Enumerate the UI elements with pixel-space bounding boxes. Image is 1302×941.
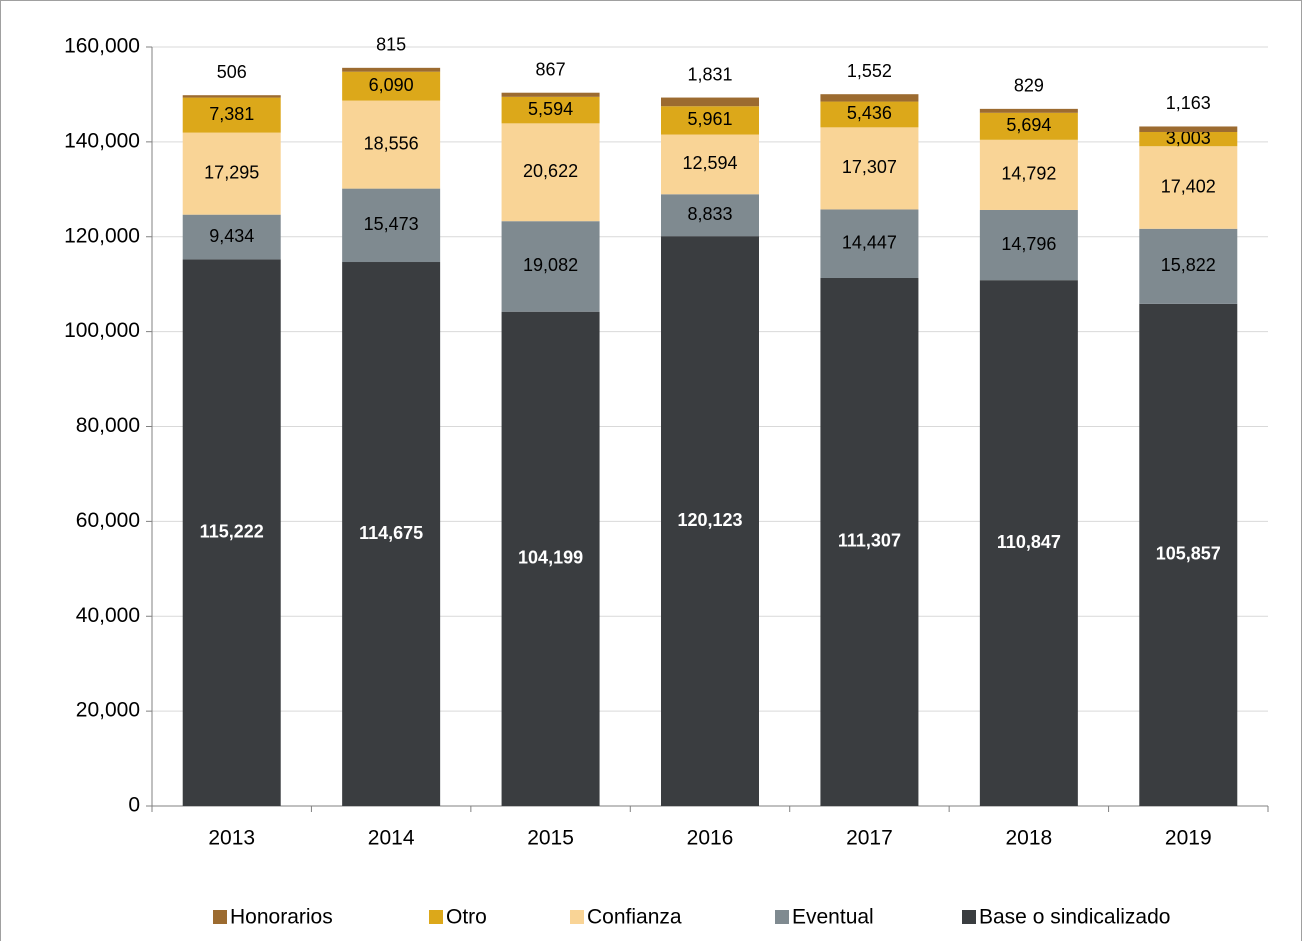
bar-segment — [661, 236, 759, 807]
data-label: 17,307 — [842, 157, 897, 177]
legend-swatch — [429, 910, 443, 924]
bar-segment — [661, 134, 759, 195]
data-label: 104,199 — [518, 548, 583, 568]
data-label: 506 — [217, 62, 247, 82]
bar-segment — [182, 95, 281, 98]
bar-segment — [1139, 126, 1238, 132]
data-label: 17,295 — [204, 162, 259, 182]
data-label: 17,402 — [1161, 176, 1216, 196]
data-label: 20,622 — [523, 161, 578, 181]
legend-label: Eventual — [792, 906, 874, 929]
legend-swatch — [213, 910, 227, 924]
data-label: 5,961 — [687, 109, 732, 129]
data-label: 8,833 — [687, 204, 732, 224]
bar-segment — [820, 209, 919, 278]
data-label: 867 — [536, 59, 566, 79]
bar-segment — [182, 97, 281, 133]
bar-segment — [820, 94, 919, 102]
data-label: 18,556 — [364, 133, 419, 153]
data-label: 110,847 — [997, 532, 1061, 552]
data-label: 15,822 — [1161, 255, 1216, 275]
bar-segment — [1139, 303, 1238, 806]
bar-segment — [979, 209, 1078, 281]
bar-segment — [820, 277, 919, 806]
data-label: 14,447 — [842, 232, 897, 252]
legend-swatch — [775, 910, 789, 924]
data-label: 5,594 — [528, 99, 573, 119]
y-tick-label: 20,000 — [76, 699, 140, 722]
bar-segment — [342, 71, 441, 101]
bar-segment — [501, 123, 600, 222]
bar-segment — [501, 221, 600, 312]
data-label: 1,552 — [847, 61, 892, 81]
legend-swatch — [962, 910, 976, 924]
bar-segment — [1139, 228, 1238, 304]
data-label: 14,796 — [1001, 234, 1056, 254]
data-label: 14,792 — [1001, 164, 1056, 184]
x-tick-label: 2019 — [1165, 827, 1212, 850]
bar-segment — [182, 132, 281, 215]
data-label: 114,675 — [359, 523, 423, 543]
bar-segment — [979, 139, 1078, 210]
data-label: 9,434 — [209, 226, 254, 246]
bar-segment — [661, 106, 759, 135]
bar-segment — [342, 100, 441, 189]
data-label: 12,594 — [682, 153, 737, 173]
x-tick-label: 2014 — [368, 827, 415, 850]
bar-segment — [1139, 131, 1238, 147]
bar-segment — [1139, 146, 1238, 229]
bar-segment — [501, 92, 600, 97]
data-label: 5,436 — [847, 103, 892, 123]
y-tick-label: 60,000 — [76, 509, 140, 532]
y-tick-label: 100,000 — [64, 319, 140, 342]
x-tick-label: 2018 — [1005, 827, 1052, 850]
bar-segment — [501, 96, 600, 124]
bar-segment — [979, 108, 1078, 113]
data-label: 105,857 — [1156, 544, 1221, 564]
data-label: 1,163 — [1166, 93, 1211, 113]
bar-segment — [182, 259, 281, 806]
x-tick-label: 2017 — [846, 827, 893, 850]
legend-swatch — [570, 910, 584, 924]
data-label: 3,003 — [1166, 128, 1211, 148]
bar-segment — [979, 280, 1078, 806]
y-tick-label: 40,000 — [76, 604, 140, 627]
x-tick-label: 2013 — [208, 827, 255, 850]
data-label: 115,222 — [200, 521, 264, 541]
x-tick-label: 2016 — [687, 827, 734, 850]
legend-label: Base o sindicalizado — [979, 906, 1170, 929]
legend-label: Honorarios — [230, 906, 333, 929]
data-label: 7,381 — [209, 104, 254, 124]
x-tick-label: 2015 — [527, 827, 574, 850]
bar-segment — [182, 214, 281, 260]
y-tick-label: 80,000 — [76, 414, 140, 437]
bar-segment — [661, 194, 759, 237]
data-label: 815 — [376, 35, 406, 55]
data-label: 829 — [1014, 76, 1044, 96]
data-label: 19,082 — [523, 255, 578, 275]
legend-label: Otro — [446, 906, 487, 929]
data-label: 15,473 — [364, 214, 419, 234]
bar-segment — [501, 311, 600, 806]
bar-segment — [342, 188, 441, 263]
data-label: 5,694 — [1006, 115, 1051, 135]
y-tick-label: 160,000 — [64, 35, 140, 58]
bar-segment — [661, 97, 759, 107]
data-label: 6,090 — [369, 75, 414, 95]
y-tick-label: 0 — [128, 794, 140, 817]
bar-segment — [820, 101, 919, 128]
bar-segment — [979, 112, 1078, 140]
data-label: 120,123 — [677, 510, 742, 530]
bar-segment — [342, 262, 441, 806]
y-tick-label: 120,000 — [64, 224, 140, 247]
bar-segment — [342, 67, 441, 72]
y-tick-label: 140,000 — [64, 129, 140, 152]
data-label: 1,831 — [687, 64, 732, 84]
legend-label: Confianza — [587, 906, 682, 929]
data-label: 111,307 — [838, 531, 901, 551]
bar-segment — [820, 127, 919, 210]
